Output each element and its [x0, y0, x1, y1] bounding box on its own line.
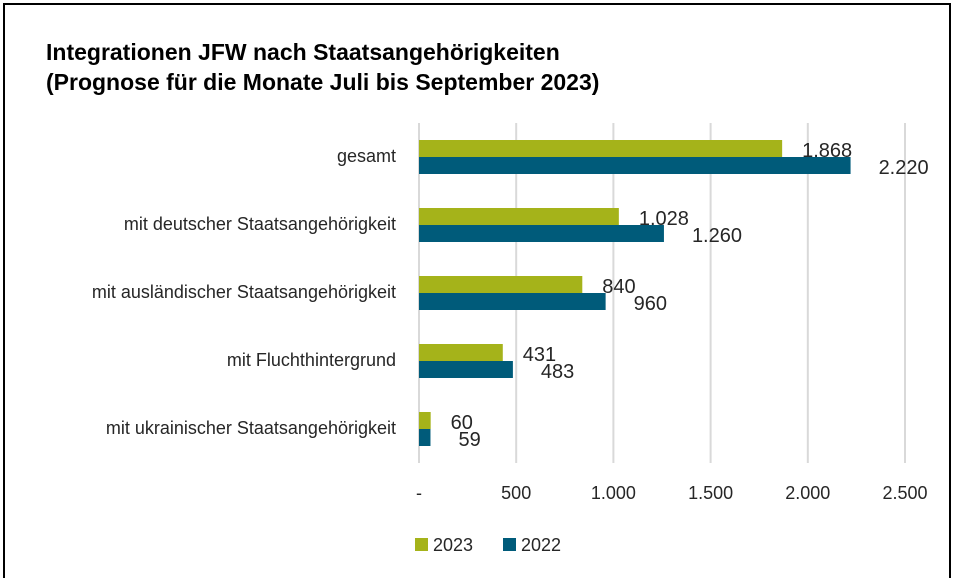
value-label: 1.028 [639, 208, 689, 230]
bar [419, 429, 431, 446]
value-label: 60 [451, 412, 473, 434]
value-label: 59 [458, 429, 480, 451]
bar [419, 208, 619, 225]
category-label: gesamt [337, 146, 396, 166]
bar [419, 276, 583, 293]
bar [419, 140, 783, 157]
category-label: mit Fluchthintergrund [227, 350, 396, 370]
legend-swatch [415, 538, 428, 551]
chart-title: Integrationen JFW nach Staatsangehörigke… [46, 39, 560, 65]
bar [419, 412, 431, 429]
category-label: mit ukrainischer Staatsangehörigkeit [106, 418, 396, 438]
category-label: mit ausländischer Staatsangehörigkeit [92, 282, 396, 302]
value-label: 2.220 [879, 157, 929, 179]
x-tick-label: 500 [501, 483, 531, 503]
value-label: 840 [602, 276, 635, 298]
bar [419, 157, 851, 174]
value-label: 483 [541, 361, 574, 383]
bar [419, 293, 606, 310]
bar [419, 361, 513, 378]
x-tick-label: 2.000 [785, 483, 830, 503]
value-label: 960 [634, 293, 667, 315]
chart-subtitle: (Prognose für die Monate Juli bis Septem… [46, 69, 599, 95]
bar [419, 344, 503, 361]
legend-swatch [503, 538, 516, 551]
x-tick-label: 2.500 [882, 483, 927, 503]
bar [419, 225, 664, 242]
category-label: mit deutscher Staatsangehörigkeit [124, 214, 396, 234]
legend-label: 2022 [521, 535, 561, 555]
value-label: 1.868 [802, 140, 852, 162]
x-tick-label: 1.500 [688, 483, 733, 503]
value-label: 1.260 [692, 225, 742, 247]
x-tick-label: 1.000 [591, 483, 636, 503]
x-tick-label: - [416, 483, 422, 503]
frame [3, 3, 951, 578]
value-label: 431 [523, 344, 556, 366]
legend-label: 2023 [433, 535, 473, 555]
